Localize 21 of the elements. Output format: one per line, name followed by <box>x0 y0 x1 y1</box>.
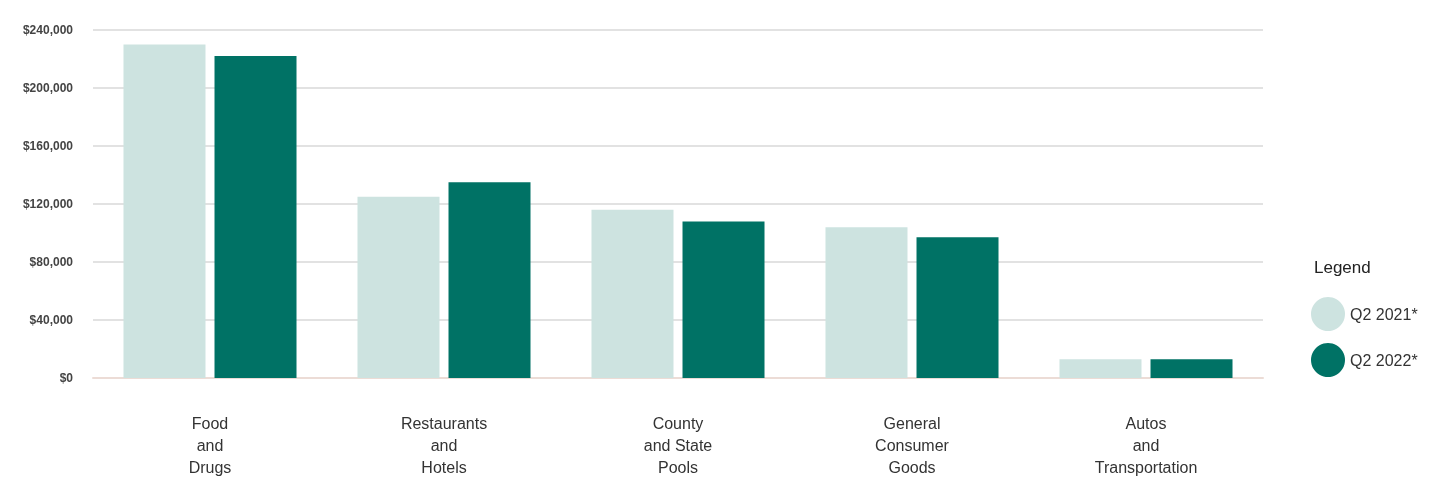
bar <box>916 237 999 378</box>
y-tick-label: $80,000 <box>29 255 74 269</box>
legend-title: Legend <box>1314 258 1371 277</box>
y-tick-label: $0 <box>59 371 74 385</box>
legend-label: Q2 2021* <box>1350 305 1418 323</box>
x-tick-label: Autos and Transportation <box>1094 414 1198 476</box>
y-tick-label: $160,000 <box>22 139 74 153</box>
x-tick-label: Food and Drugs <box>188 414 232 476</box>
bar <box>682 221 765 378</box>
x-tick-label: General Consumer Goods <box>875 414 950 476</box>
bar <box>448 182 531 378</box>
bar <box>1059 359 1142 378</box>
y-tick-label: $40,000 <box>29 313 74 327</box>
bar <box>214 56 297 378</box>
y-tick-label: $120,000 <box>22 197 74 211</box>
y-tick-label: $200,000 <box>22 81 74 95</box>
y-tick-label: $240,000 <box>22 23 74 37</box>
legend-label: Q2 2022* <box>1350 351 1418 369</box>
x-tick-label: County and State Pools <box>643 414 713 476</box>
bar <box>1150 359 1233 378</box>
x-tick-label: Restaurants and Hotels <box>400 414 488 476</box>
